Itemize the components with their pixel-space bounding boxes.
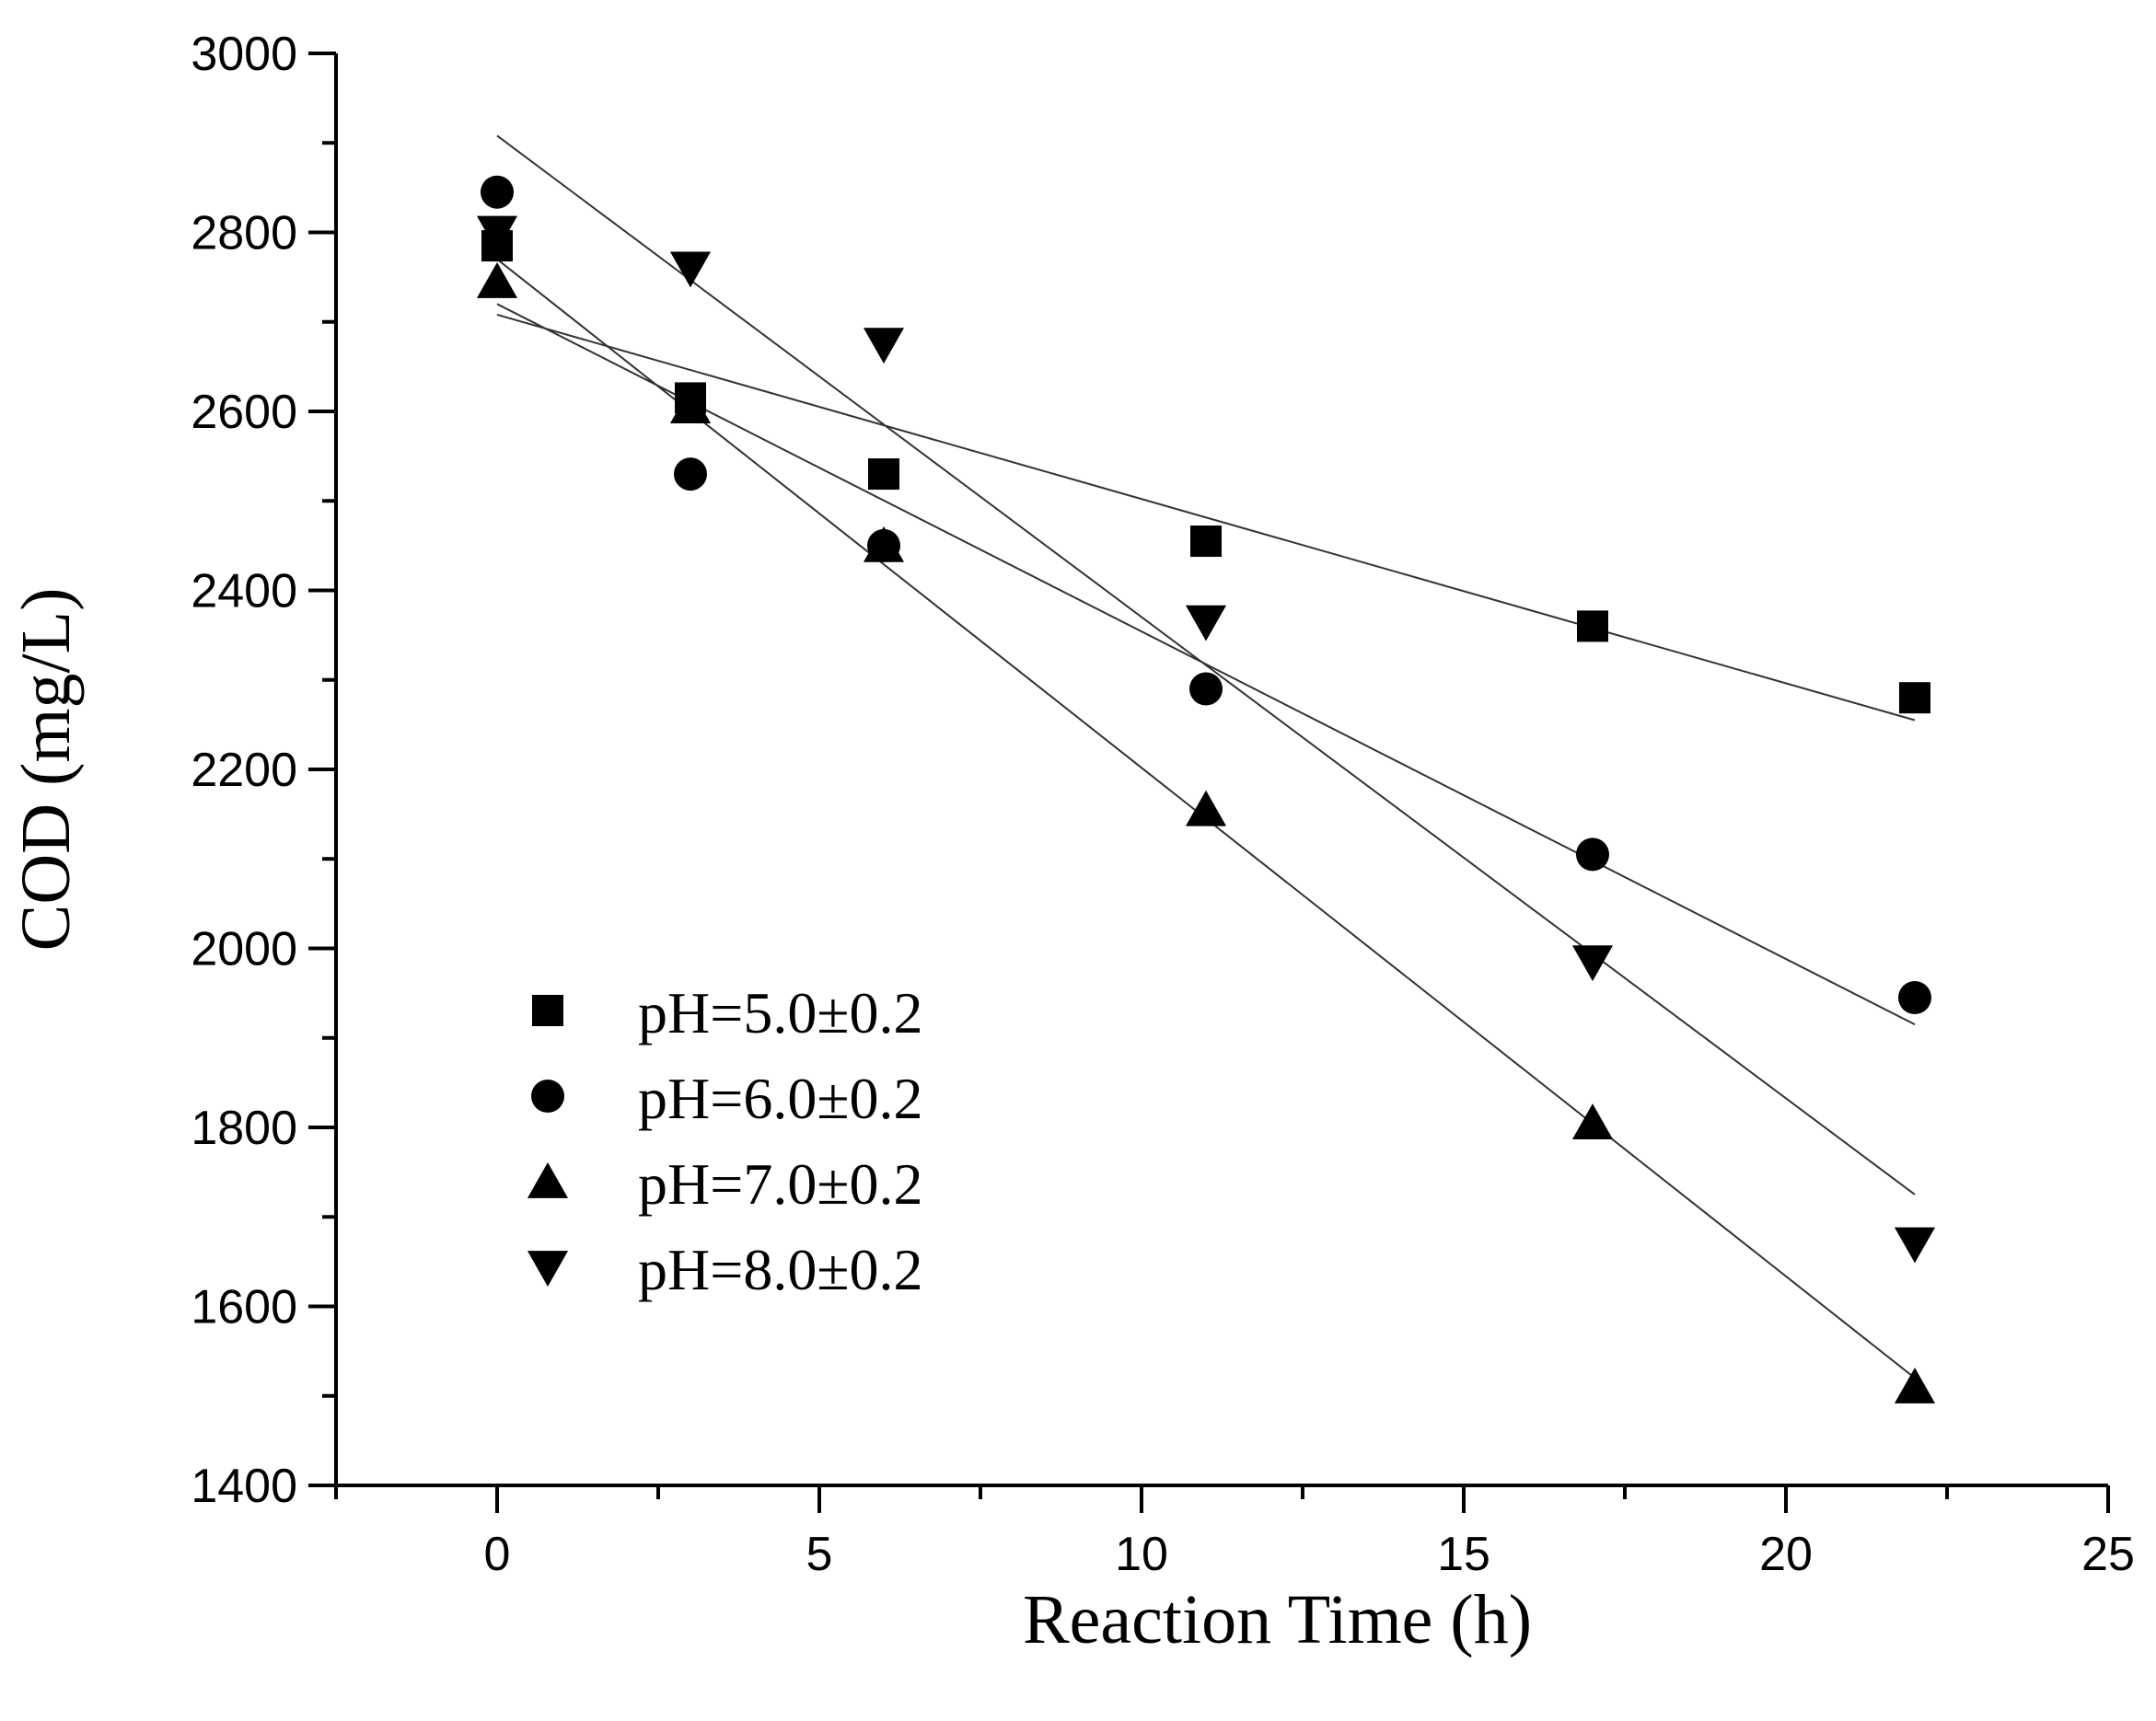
y-tick-label: 2200: [191, 744, 297, 797]
x-tick-label: 15: [1437, 1528, 1490, 1581]
legend-label: pH=8.0±0.2: [638, 1237, 922, 1302]
data-point: [868, 458, 899, 491]
legend-marker: [531, 1080, 564, 1113]
data-point: [669, 251, 712, 288]
axes: 0 5 10 15 20 25 1400 1600 1800 2000 2200 2400 2600 28…: [191, 28, 2135, 1581]
y-tick-label: 1600: [191, 1281, 297, 1334]
legend-label: pH=5.0±0.2: [638, 980, 922, 1045]
data-point: [674, 457, 707, 491]
y-tick-label: 1400: [191, 1460, 297, 1513]
y-tick-label: 2800: [191, 207, 297, 260]
y-tick-label: 1800: [191, 1102, 297, 1155]
y-tick-label: 2000: [191, 923, 297, 976]
y-tick-label: 3000: [191, 28, 297, 81]
data-point: [1894, 1227, 1936, 1264]
data-markers: [476, 175, 1936, 1403]
legend-marker: [527, 1251, 569, 1287]
data-point: [1899, 682, 1930, 714]
x-tick-label: 5: [806, 1528, 833, 1581]
legend-label: pH=6.0±0.2: [638, 1066, 922, 1131]
legend-marker: [532, 995, 563, 1026]
data-point: [1898, 980, 1931, 1014]
data-point: [1189, 672, 1223, 706]
data-point: [481, 175, 514, 209]
x-tick-label: 10: [1115, 1528, 1168, 1581]
data-point: [476, 215, 518, 252]
data-point: [1190, 526, 1222, 558]
fit-line: [496, 134, 1916, 1195]
y-tick-label: 2600: [191, 386, 297, 439]
legend-label: pH=7.0±0.2: [638, 1151, 922, 1217]
data-point: [863, 526, 905, 562]
data-point: [1185, 605, 1227, 641]
x-tick-label: 0: [484, 1528, 511, 1581]
y-axis-title: COD (mg/L): [7, 588, 85, 952]
fit-line: [496, 314, 1916, 722]
x-axis-title: Reaction Time (h): [1023, 1581, 1532, 1658]
data-point: [1577, 610, 1608, 642]
x-tick-label: 20: [1759, 1528, 1813, 1581]
data-point: [863, 328, 905, 364]
data-point: [1571, 945, 1614, 982]
legend-marker: [527, 1162, 569, 1198]
data-point: [669, 387, 712, 423]
data-point: [476, 261, 518, 298]
data-point: [1185, 790, 1227, 826]
data-point: [1576, 837, 1609, 872]
y-tick-label: 2400: [191, 565, 297, 618]
legend: pH=5.0±0.2 pH=6.0±0.2 pH=7.0±0.2 pH=8.0±0.2: [527, 980, 922, 1302]
x-tick-label: 25: [2081, 1528, 2135, 1581]
data-point: [1894, 1368, 1936, 1403]
data-point: [1571, 1103, 1614, 1139]
